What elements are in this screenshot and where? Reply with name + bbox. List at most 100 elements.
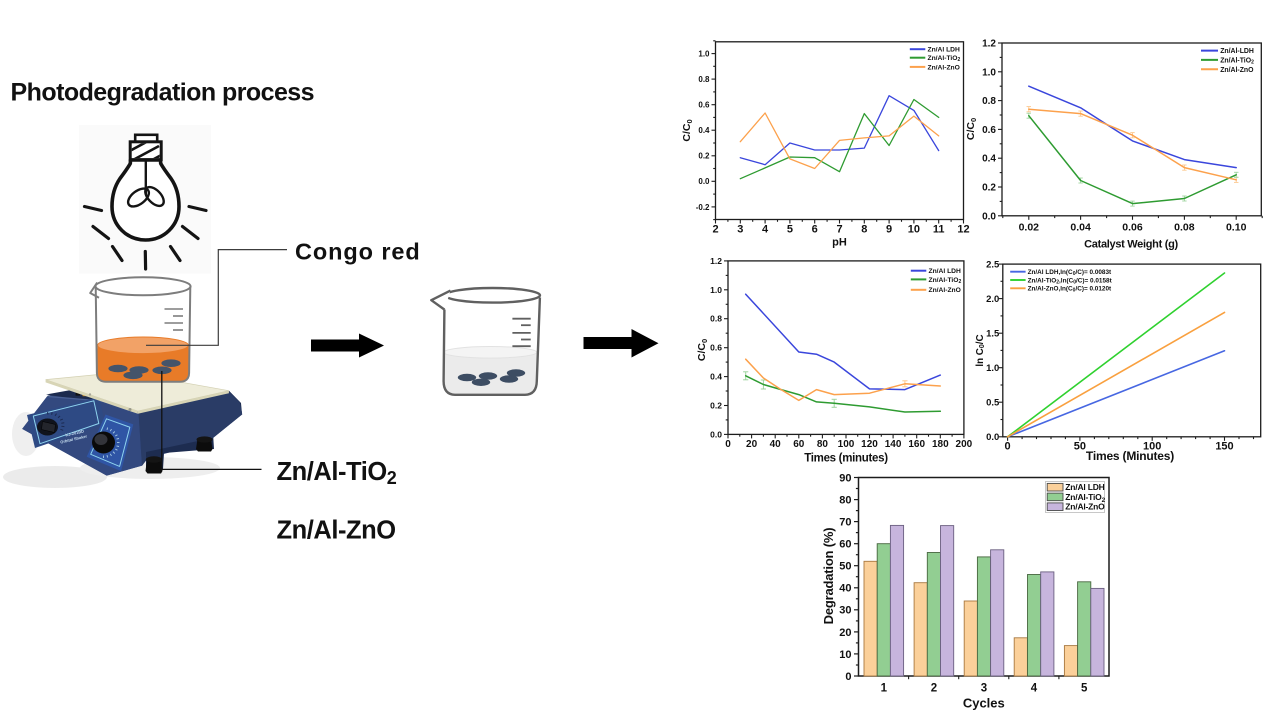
svg-text:Photodegradation process: Photodegradation process (11, 79, 315, 107)
svg-text:1: 1 (881, 683, 888, 695)
svg-text:80: 80 (817, 439, 829, 450)
svg-text:0.04: 0.04 (1070, 222, 1091, 234)
svg-text:0.4: 0.4 (698, 126, 710, 135)
svg-text:70: 70 (839, 517, 851, 529)
svg-text:Zn/Al LDH,ln(C0/C)= 0.0083t: Zn/Al LDH,ln(C0/C)= 0.0083t (1028, 269, 1112, 277)
svg-text:160: 160 (908, 439, 925, 450)
svg-text:Degradation (%): Degradation (%) (821, 528, 836, 625)
svg-text:1.0: 1.0 (710, 285, 722, 295)
svg-text:50: 50 (839, 561, 851, 573)
svg-text:2: 2 (712, 224, 718, 236)
svg-text:KJ-201BD: KJ-201BD (65, 428, 85, 437)
svg-text:0.2: 0.2 (698, 152, 710, 161)
svg-text:1.0: 1.0 (982, 67, 996, 78)
svg-text:Zn/Al-ZnO: Zn/Al-ZnO (1065, 502, 1105, 512)
svg-text:0.8: 0.8 (982, 96, 996, 107)
svg-text:120: 120 (861, 439, 878, 450)
svg-text:0: 0 (845, 671, 851, 683)
svg-text:1.2: 1.2 (710, 256, 722, 266)
svg-text:Catalyst Weight (g): Catalyst Weight (g) (1084, 239, 1178, 251)
svg-text:4: 4 (762, 224, 769, 236)
svg-text:5: 5 (787, 224, 793, 236)
svg-text:2.5: 2.5 (986, 259, 1000, 270)
svg-text:ln C0/C: ln C0/C (975, 334, 986, 366)
svg-text:30: 30 (839, 605, 851, 617)
svg-text:10: 10 (839, 649, 851, 661)
svg-text:40: 40 (839, 583, 851, 595)
svg-text:2.0: 2.0 (986, 294, 999, 305)
svg-text:Zn/Al-TiO2: Zn/Al-TiO2 (1220, 57, 1254, 65)
svg-text:10: 10 (908, 224, 920, 236)
svg-text:Zn/Al-TiO2: Zn/Al-TiO2 (928, 55, 961, 63)
svg-text:2: 2 (931, 683, 937, 695)
svg-text:Times (Minutes): Times (Minutes) (1086, 449, 1174, 463)
svg-text:0.6: 0.6 (698, 101, 710, 110)
svg-text:C/C0: C/C0 (681, 119, 694, 141)
svg-text:C/C0: C/C0 (965, 118, 978, 140)
svg-text:Cycles: Cycles (963, 696, 1005, 711)
svg-text:9: 9 (886, 224, 892, 236)
svg-text:-0.2: -0.2 (696, 203, 710, 212)
svg-text:40: 40 (770, 439, 782, 450)
svg-text:140: 140 (885, 439, 902, 450)
svg-text:0.0: 0.0 (986, 432, 999, 443)
svg-text:Zn/Al LDH: Zn/Al LDH (928, 47, 960, 54)
svg-text:0.0: 0.0 (982, 211, 996, 222)
svg-text:0.8: 0.8 (710, 314, 722, 324)
svg-text:0.2: 0.2 (982, 183, 996, 194)
svg-text:80: 80 (839, 495, 851, 507)
svg-text:0.8: 0.8 (698, 75, 710, 84)
svg-text:5: 5 (1081, 683, 1088, 695)
svg-text:0.4: 0.4 (982, 154, 996, 165)
svg-text:Zn/Al-TiO2: Zn/Al-TiO2 (929, 277, 962, 285)
svg-text:20: 20 (839, 627, 851, 639)
svg-text:Zn/Al-ZnO: Zn/Al-ZnO (928, 64, 960, 71)
svg-text:Zn/Al-ZnO: Zn/Al-ZnO (929, 287, 961, 294)
svg-text:6: 6 (812, 224, 818, 236)
svg-text:0.06: 0.06 (1122, 222, 1143, 234)
svg-text:4: 4 (1031, 683, 1038, 695)
svg-text:Zn/Al-TiO2: Zn/Al-TiO2 (277, 458, 397, 488)
svg-text:Zn/Al-ZnO: Zn/Al-ZnO (277, 517, 396, 545)
svg-text:Zn/Al LDH: Zn/Al LDH (1065, 482, 1104, 492)
svg-text:Orbital Shaker: Orbital Shaker (60, 433, 88, 444)
svg-text:3: 3 (981, 683, 987, 695)
svg-text:1.2: 1.2 (982, 39, 996, 50)
svg-text:Zn/Al-TiO2: Zn/Al-TiO2 (1065, 492, 1105, 504)
svg-text:20: 20 (746, 439, 758, 450)
svg-text:Zn/Al-ZnO: Zn/Al-ZnO (1220, 67, 1254, 74)
svg-text:0.10: 0.10 (1226, 222, 1247, 234)
svg-text:C/C0: C/C0 (696, 339, 709, 361)
svg-text:Zn/Al-LDH: Zn/Al-LDH (1220, 48, 1254, 55)
svg-text:Zn/Al LDH: Zn/Al LDH (929, 268, 961, 275)
svg-text:60: 60 (839, 539, 851, 551)
svg-text:90: 90 (839, 472, 851, 484)
svg-text:150: 150 (1215, 441, 1233, 453)
svg-text:0.6: 0.6 (710, 343, 722, 353)
svg-text:12: 12 (957, 224, 969, 236)
svg-text:180: 180 (932, 439, 949, 450)
svg-text:11: 11 (933, 224, 945, 236)
svg-text:0: 0 (725, 439, 731, 450)
svg-text:1.0: 1.0 (986, 363, 999, 374)
svg-text:0.08: 0.08 (1174, 222, 1195, 234)
svg-text:Times (minutes): Times (minutes) (804, 453, 888, 465)
svg-text:1.5: 1.5 (986, 329, 1000, 340)
svg-text:1.0: 1.0 (698, 50, 710, 59)
svg-text:200: 200 (956, 439, 973, 450)
svg-text:pH: pH (832, 237, 847, 249)
svg-text:0.0: 0.0 (710, 429, 722, 439)
svg-text:0.6: 0.6 (982, 125, 996, 136)
svg-text:0.4: 0.4 (710, 372, 722, 382)
svg-text:0: 0 (1005, 441, 1011, 453)
svg-text:8: 8 (861, 224, 867, 236)
svg-text:7: 7 (836, 224, 842, 236)
svg-text:Zn/Al-TiO2,ln(C0/C)= 0.0158t: Zn/Al-TiO2,ln(C0/C)= 0.0158t (1028, 277, 1113, 285)
svg-text:100: 100 (838, 439, 855, 450)
svg-text:3: 3 (737, 224, 743, 236)
svg-text:Zn/Al-ZnO,ln(C0/C)= 0.0120t: Zn/Al-ZnO,ln(C0/C)= 0.0120t (1028, 286, 1112, 294)
svg-text:0.5: 0.5 (986, 398, 1000, 409)
svg-text:0.02: 0.02 (1019, 222, 1040, 234)
svg-text:50: 50 (1074, 441, 1086, 453)
svg-text:60: 60 (793, 439, 805, 450)
